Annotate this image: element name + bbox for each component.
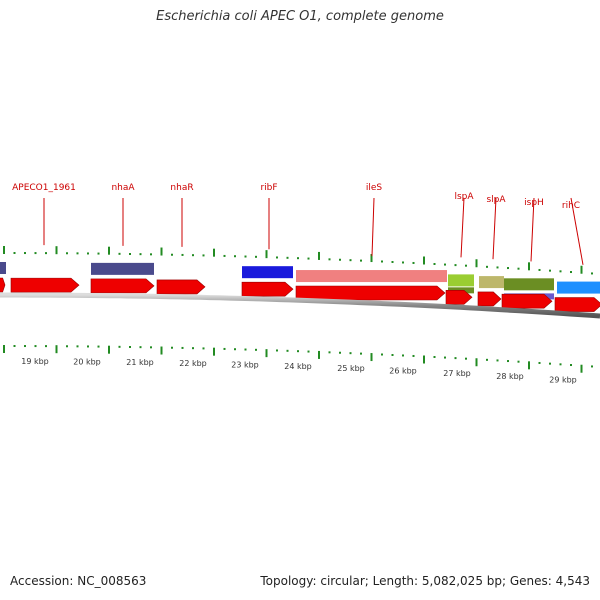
feature-block bbox=[296, 270, 447, 283]
genome-stats: Topology: circular; Length: 5,082,025 bp… bbox=[260, 574, 590, 588]
cds-arrow bbox=[156, 279, 206, 295]
feature-block bbox=[242, 266, 293, 279]
map-title: Escherichia coli APEC O1, complete genom… bbox=[156, 9, 444, 24]
feature-block bbox=[91, 262, 154, 275]
axis-tick-label: 20 kbp bbox=[73, 357, 101, 366]
cds-track bbox=[0, 277, 600, 312]
feature-block bbox=[0, 262, 6, 275]
feature-block bbox=[504, 278, 554, 291]
callout-line bbox=[460, 197, 465, 258]
gene-label: lspA bbox=[454, 192, 474, 202]
gene-label: ispH bbox=[524, 198, 544, 208]
axis-tick-label: 29 kbp bbox=[549, 375, 577, 384]
gene-label: ileS bbox=[366, 183, 383, 193]
gene-label: nhaA bbox=[111, 183, 135, 193]
cds-arrow bbox=[445, 289, 473, 305]
gene-label: nhaR bbox=[170, 183, 193, 193]
axis-tick-label: 27 kbp bbox=[443, 369, 471, 378]
feature-block bbox=[479, 276, 504, 289]
axis-tick-label: 24 kbp bbox=[284, 362, 312, 371]
callout-line bbox=[492, 197, 497, 260]
upper-tick-marks bbox=[3, 246, 593, 275]
lower-tick-marks bbox=[3, 345, 593, 373]
cds-arrow bbox=[501, 293, 553, 309]
genome-backbone bbox=[0, 292, 600, 319]
cds-arrow bbox=[10, 277, 80, 293]
feature-block bbox=[557, 281, 600, 294]
feature-block bbox=[448, 274, 474, 287]
axis-labels: 19 kbp 20 kbp 21 kbp 22 kbp 23 kbp 24 kbp 25 k… bbox=[21, 357, 577, 384]
axis-tick-label: 25 kbp bbox=[337, 364, 365, 373]
gene-label: rihC bbox=[562, 201, 580, 211]
axis-tick-label: 23 kbp bbox=[231, 361, 259, 370]
gene-callouts: APECO1_1961 nhaA nhaR ribF ileS lspA slpA ispH r… bbox=[12, 183, 584, 265]
gene-label: slpA bbox=[486, 195, 506, 205]
axis-tick-label: 21 kbp bbox=[126, 358, 154, 367]
cds-arrow bbox=[241, 281, 294, 297]
callout-line bbox=[371, 197, 375, 257]
gene-label: ribF bbox=[260, 183, 277, 193]
cds-arrow bbox=[90, 278, 155, 294]
cds-arrow bbox=[295, 285, 446, 301]
accession-label: Accession: NC_008563 bbox=[10, 574, 147, 588]
gene-label: APECO1_1961 bbox=[12, 183, 76, 193]
cds-arrow bbox=[554, 297, 600, 312]
feature-track bbox=[0, 262, 600, 300]
axis-tick-label: 22 kbp bbox=[179, 359, 207, 368]
cds-arrow bbox=[0, 277, 6, 293]
callout-line bbox=[570, 197, 584, 265]
axis-tick-label: 26 kbp bbox=[389, 366, 417, 375]
cds-arrow bbox=[477, 291, 502, 307]
callout-line bbox=[530, 197, 535, 262]
axis-tick-label: 19 kbp bbox=[21, 357, 49, 366]
axis-tick-label: 28 kbp bbox=[496, 372, 524, 381]
